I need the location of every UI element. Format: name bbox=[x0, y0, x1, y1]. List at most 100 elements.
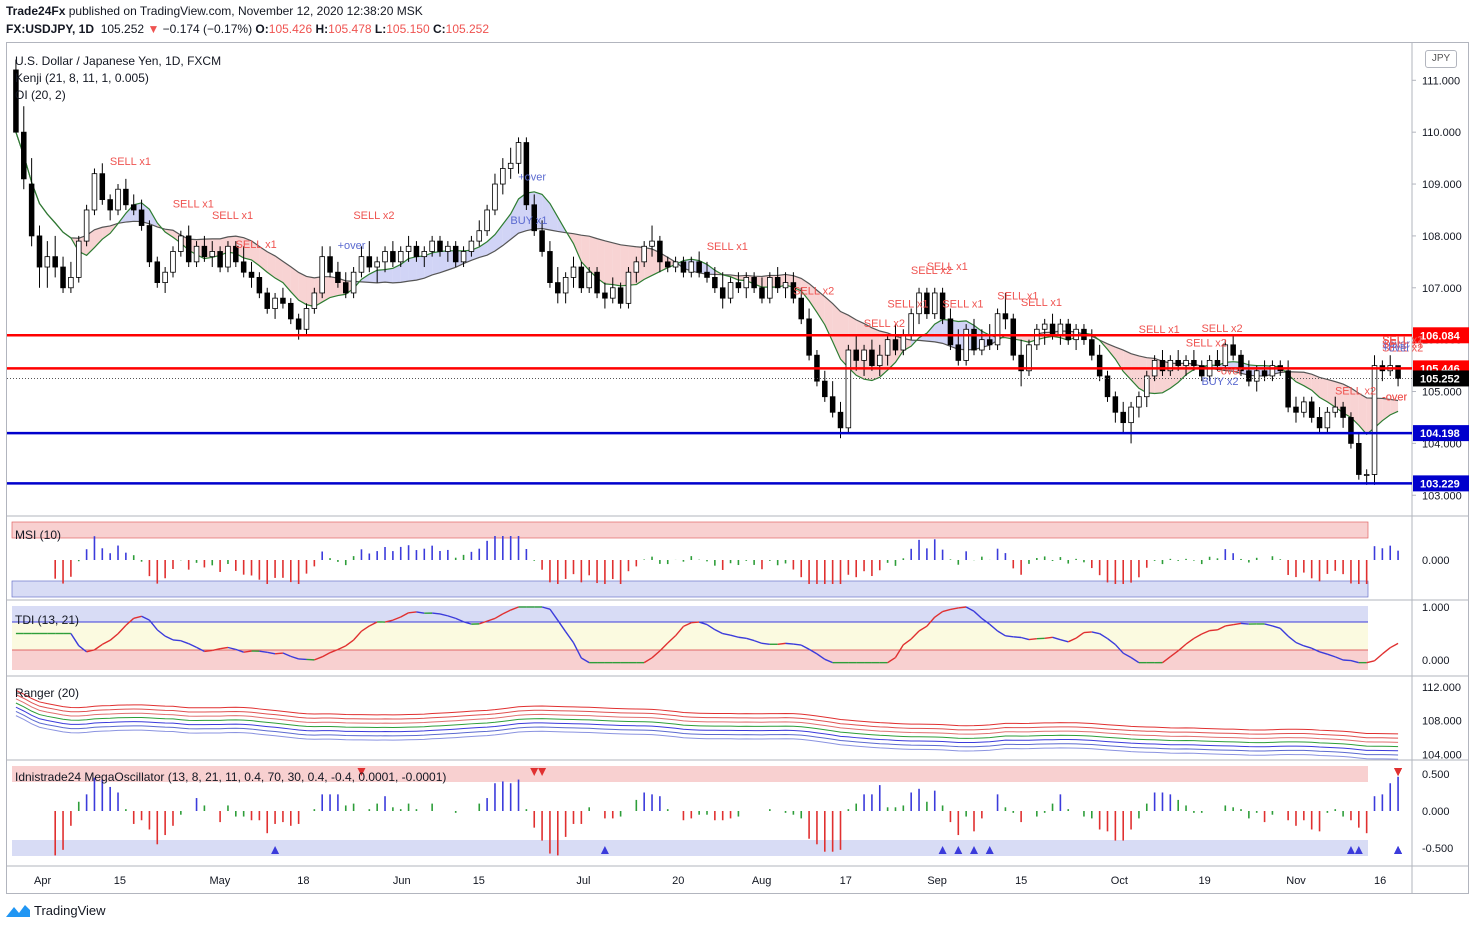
tdi-line-segment bbox=[275, 652, 284, 655]
candle bbox=[979, 339, 985, 351]
currency-button[interactable]: JPY bbox=[1425, 50, 1457, 68]
tdi-line-segment bbox=[580, 657, 590, 664]
mega-pane-title[interactable]: Idnistrade24 MegaOscillator (13, 8, 21, … bbox=[15, 770, 447, 784]
price-axis-label: 103.000 bbox=[1422, 490, 1462, 502]
candle bbox=[1167, 359, 1174, 372]
candle bbox=[288, 302, 294, 320]
candle bbox=[437, 240, 443, 252]
candle bbox=[955, 344, 962, 361]
candle bbox=[138, 209, 145, 226]
candle bbox=[1191, 359, 1197, 366]
tdi-line-segment bbox=[188, 643, 197, 649]
last-price-label: 105.252 bbox=[1420, 373, 1460, 385]
kenji-band-segment bbox=[275, 255, 283, 283]
tradingview-logo[interactable]: TradingView bbox=[6, 903, 106, 918]
signal-label: SELL x1 bbox=[1021, 297, 1062, 309]
tdi-line-segment bbox=[282, 652, 292, 658]
candle bbox=[759, 287, 765, 299]
candle bbox=[397, 251, 404, 263]
candle bbox=[1261, 370, 1268, 377]
tdi-line-segment bbox=[1303, 645, 1312, 649]
signal-label: SELL x2 bbox=[1201, 323, 1242, 335]
candle bbox=[822, 380, 828, 398]
candle bbox=[680, 261, 687, 273]
tdi-line-segment bbox=[1067, 637, 1077, 643]
tdi-line-segment bbox=[1005, 635, 1014, 638]
candle bbox=[971, 328, 977, 351]
main-legend-title[interactable]: U.S. Dollar / Japanese Yen, 1D, FXCM bbox=[15, 54, 222, 68]
tdi-line-segment bbox=[479, 620, 488, 625]
candle bbox=[586, 271, 592, 289]
candle bbox=[562, 277, 569, 294]
tdi-line-segment bbox=[958, 606, 967, 609]
kenji-band-segment bbox=[424, 252, 433, 279]
tdi-line-segment bbox=[392, 616, 401, 621]
msi-axis-label: 0.000 bbox=[1422, 555, 1450, 567]
time-axis-label: 20 bbox=[672, 875, 684, 887]
signal-label: +over bbox=[1382, 339, 1410, 351]
tdi-line-segment bbox=[220, 646, 229, 650]
tdi-line-segment bbox=[494, 613, 504, 620]
signal-label: SELL x1 bbox=[236, 239, 277, 251]
candle bbox=[947, 318, 954, 346]
candle bbox=[366, 256, 373, 268]
candle bbox=[924, 292, 930, 315]
tdi-line-segment bbox=[321, 652, 331, 658]
main-legend-kenji[interactable]: Kenji (21, 8, 11, 1, 0.005) bbox=[15, 71, 149, 85]
tdi-line-segment bbox=[463, 621, 472, 625]
kenji-band-segment bbox=[864, 323, 872, 381]
tdi-line-segment bbox=[1311, 647, 1320, 653]
candle bbox=[44, 256, 51, 268]
close-value: 105.252 bbox=[445, 22, 490, 36]
candle bbox=[719, 287, 726, 299]
tdi-line-segment bbox=[1075, 631, 1085, 639]
kenji-band-segment bbox=[1335, 381, 1344, 413]
tdi-pane-title[interactable]: TDI (13, 21) bbox=[15, 613, 80, 627]
time-axis-label: Jun bbox=[393, 875, 411, 887]
tdi-line-segment bbox=[824, 658, 833, 664]
kenji-band-segment bbox=[1107, 343, 1116, 360]
tdi-line-segment bbox=[997, 630, 1006, 637]
tdi-line-segment bbox=[416, 611, 425, 614]
kenji-band-segment bbox=[612, 242, 621, 286]
main-legend-oi[interactable]: OI (20, 2) bbox=[15, 88, 66, 102]
candle bbox=[256, 277, 263, 294]
tdi-line-segment bbox=[361, 625, 370, 632]
candle bbox=[1049, 323, 1056, 335]
candle bbox=[1238, 354, 1244, 372]
ranger-band-line bbox=[15, 698, 1399, 743]
ohlc-header: FX:USDJPY, 1D 105.252 ▼ −0.174 (−0.17%) … bbox=[6, 22, 489, 36]
signal-label: -over bbox=[1382, 391, 1407, 403]
signal-label: SELL x1 bbox=[212, 210, 253, 222]
ranger-pane-title[interactable]: Ranger (20) bbox=[15, 686, 80, 700]
price-axis-label: 111.000 bbox=[1422, 75, 1460, 87]
candle bbox=[1246, 370, 1252, 382]
tdi-line-segment bbox=[1217, 625, 1226, 631]
tdi-line-segment bbox=[78, 645, 88, 653]
candle bbox=[774, 277, 781, 289]
msi-pane-title[interactable]: MSI (10) bbox=[15, 528, 62, 542]
candle bbox=[806, 318, 812, 356]
candle bbox=[445, 245, 451, 252]
kenji-band-segment bbox=[267, 251, 276, 279]
tdi-line-segment bbox=[1169, 650, 1179, 658]
time-axis-label: 17 bbox=[840, 875, 852, 887]
candle bbox=[1332, 406, 1339, 413]
candle bbox=[52, 256, 58, 268]
low-value: 105.150 bbox=[386, 22, 430, 36]
candle bbox=[1395, 365, 1401, 379]
publisher-name[interactable]: Trade24Fx bbox=[6, 4, 66, 18]
change-value: −0.174 (−0.17%) bbox=[162, 22, 253, 36]
last-price-tag bbox=[1413, 370, 1469, 387]
candle bbox=[1026, 344, 1032, 372]
price-axis-label: 104.000 bbox=[1422, 438, 1462, 450]
candle bbox=[782, 282, 789, 289]
signal-label: SELL x1 bbox=[707, 241, 748, 253]
candle bbox=[28, 183, 35, 237]
candle bbox=[555, 282, 561, 294]
candle bbox=[1316, 417, 1323, 429]
signal-label: +over bbox=[518, 171, 546, 183]
level-price-label: 106.084 bbox=[1420, 330, 1461, 342]
candle bbox=[1065, 323, 1071, 341]
